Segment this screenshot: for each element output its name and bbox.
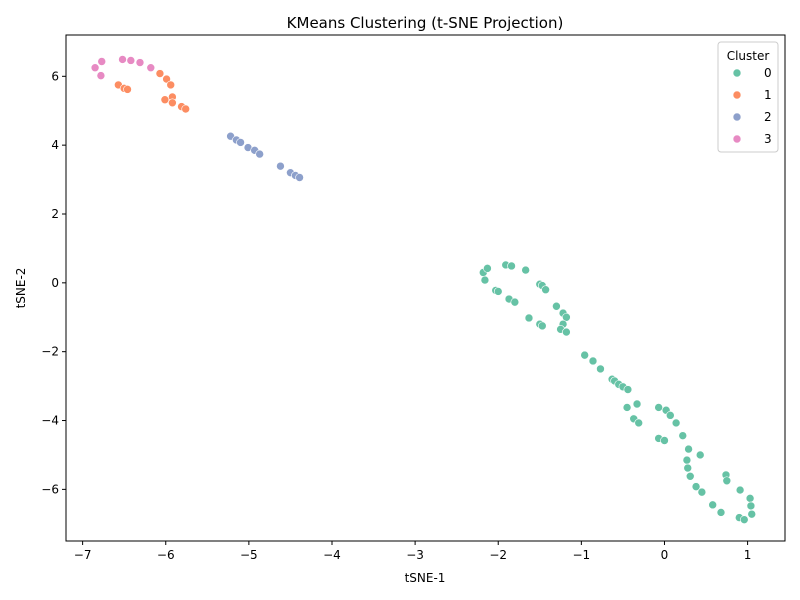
data-point-cluster-0: [580, 350, 589, 360]
data-point-cluster-3: [90, 63, 100, 73]
data-point-cluster-0: [510, 297, 520, 307]
data-point-cluster-3: [96, 71, 106, 80]
data-point-cluster-0: [671, 418, 681, 428]
data-point-cluster-1: [123, 85, 132, 94]
legend-box: [717, 41, 779, 153]
data-point-cluster-0: [695, 450, 705, 460]
y-tick-label: 6: [51, 69, 59, 83]
data-point-cluster-3: [97, 57, 107, 66]
data-point-cluster-0: [541, 285, 550, 295]
data-point-cluster-2: [255, 149, 264, 159]
data-point-cluster-0: [660, 436, 669, 445]
legend-label: 3: [764, 132, 772, 146]
data-point-cluster-0: [562, 327, 571, 337]
data-point-cluster-1: [168, 98, 177, 108]
y-tick-label: −4: [41, 414, 59, 428]
y-tick-label: −2: [41, 345, 59, 359]
data-point-cluster-0: [739, 515, 749, 524]
legend-marker: [732, 90, 742, 100]
legend: Cluster 0 1 2 3: [717, 41, 779, 153]
plot-frame: [65, 34, 786, 542]
data-point-cluster-1: [160, 95, 170, 105]
data-point-cluster-1: [181, 104, 190, 114]
x-tick-label: −2: [489, 548, 507, 562]
data-point-cluster-0: [746, 501, 756, 511]
legend-marker: [732, 112, 742, 122]
data-point-cluster-0: [691, 482, 701, 491]
data-point-cluster-0: [747, 509, 757, 519]
data-point-cluster-3: [146, 63, 156, 73]
data-point-cluster-0: [480, 275, 490, 285]
x-tick-label: −1: [573, 548, 591, 562]
legend-label: 0: [764, 66, 772, 80]
data-point-cluster-1: [166, 80, 176, 90]
data-point-cluster-0: [697, 487, 707, 497]
data-point-cluster-0: [493, 287, 503, 296]
data-point-cluster-1: [162, 74, 171, 84]
data-point-cluster-0: [682, 455, 692, 465]
data-point-cluster-0: [588, 356, 598, 366]
legend-label: 2: [764, 110, 772, 124]
data-point-cluster-0: [654, 403, 663, 412]
y-tick-label: 2: [51, 207, 59, 221]
data-point-cluster-2: [295, 173, 304, 182]
y-tick-label: 0: [51, 276, 59, 290]
data-point-cluster-0: [708, 500, 717, 510]
x-tick-label: −4: [323, 548, 341, 562]
data-point-cluster-0: [521, 265, 530, 275]
y-axis: −6 −4 −2 0 2 4 6: [41, 69, 66, 496]
data-point-cluster-0: [596, 364, 605, 374]
data-point-cluster-0: [683, 463, 693, 473]
y-axis-label: tSNE-2: [14, 268, 28, 309]
data-point-cluster-0: [552, 301, 561, 311]
legend-marker: [732, 68, 742, 78]
x-tick-label: −3: [406, 548, 424, 562]
data-point-cluster-0: [735, 485, 745, 495]
x-axis-label: tSNE-1: [405, 571, 446, 585]
data-point-cluster-0: [634, 418, 644, 428]
x-tick-label: −7: [74, 548, 92, 562]
data-point-cluster-0: [483, 264, 492, 273]
data-point-cluster-0: [722, 476, 732, 486]
data-point-cluster-0: [537, 321, 547, 331]
data-point-cluster-0: [685, 471, 695, 481]
legend-label: 1: [764, 88, 772, 102]
data-point-cluster-0: [623, 385, 633, 394]
data-point-cluster-0: [745, 494, 755, 503]
x-tick-label: −6: [157, 548, 175, 562]
points-layer: [90, 55, 757, 524]
y-tick-label: 4: [51, 138, 59, 152]
chart-title: KMeans Clustering (t-SNE Projection): [287, 14, 564, 32]
data-point-cluster-3: [135, 58, 145, 67]
data-point-cluster-2: [276, 161, 285, 171]
data-point-cluster-0: [622, 403, 632, 412]
legend-marker: [732, 134, 742, 144]
data-point-cluster-0: [684, 444, 693, 454]
data-point-cluster-3: [126, 56, 136, 65]
y-tick-label: −6: [41, 482, 59, 496]
x-tick-label: −5: [240, 548, 258, 562]
data-point-cluster-0: [665, 411, 675, 420]
data-point-cluster-0: [507, 261, 516, 271]
data-point-cluster-2: [236, 138, 245, 147]
data-point-cluster-0: [678, 431, 688, 440]
data-point-cluster-0: [524, 313, 534, 323]
x-tick-label: 1: [744, 548, 752, 562]
x-tick-label: 0: [661, 548, 669, 562]
legend-title: Cluster: [727, 49, 770, 63]
data-point-cluster-0: [562, 312, 571, 322]
data-point-cluster-0: [632, 399, 642, 409]
data-point-cluster-3: [118, 55, 127, 64]
x-axis: −7 −6 −5 −4 −3 −2 −1 0 1: [74, 541, 752, 562]
data-point-cluster-1: [155, 69, 165, 78]
data-point-cluster-0: [716, 508, 726, 517]
